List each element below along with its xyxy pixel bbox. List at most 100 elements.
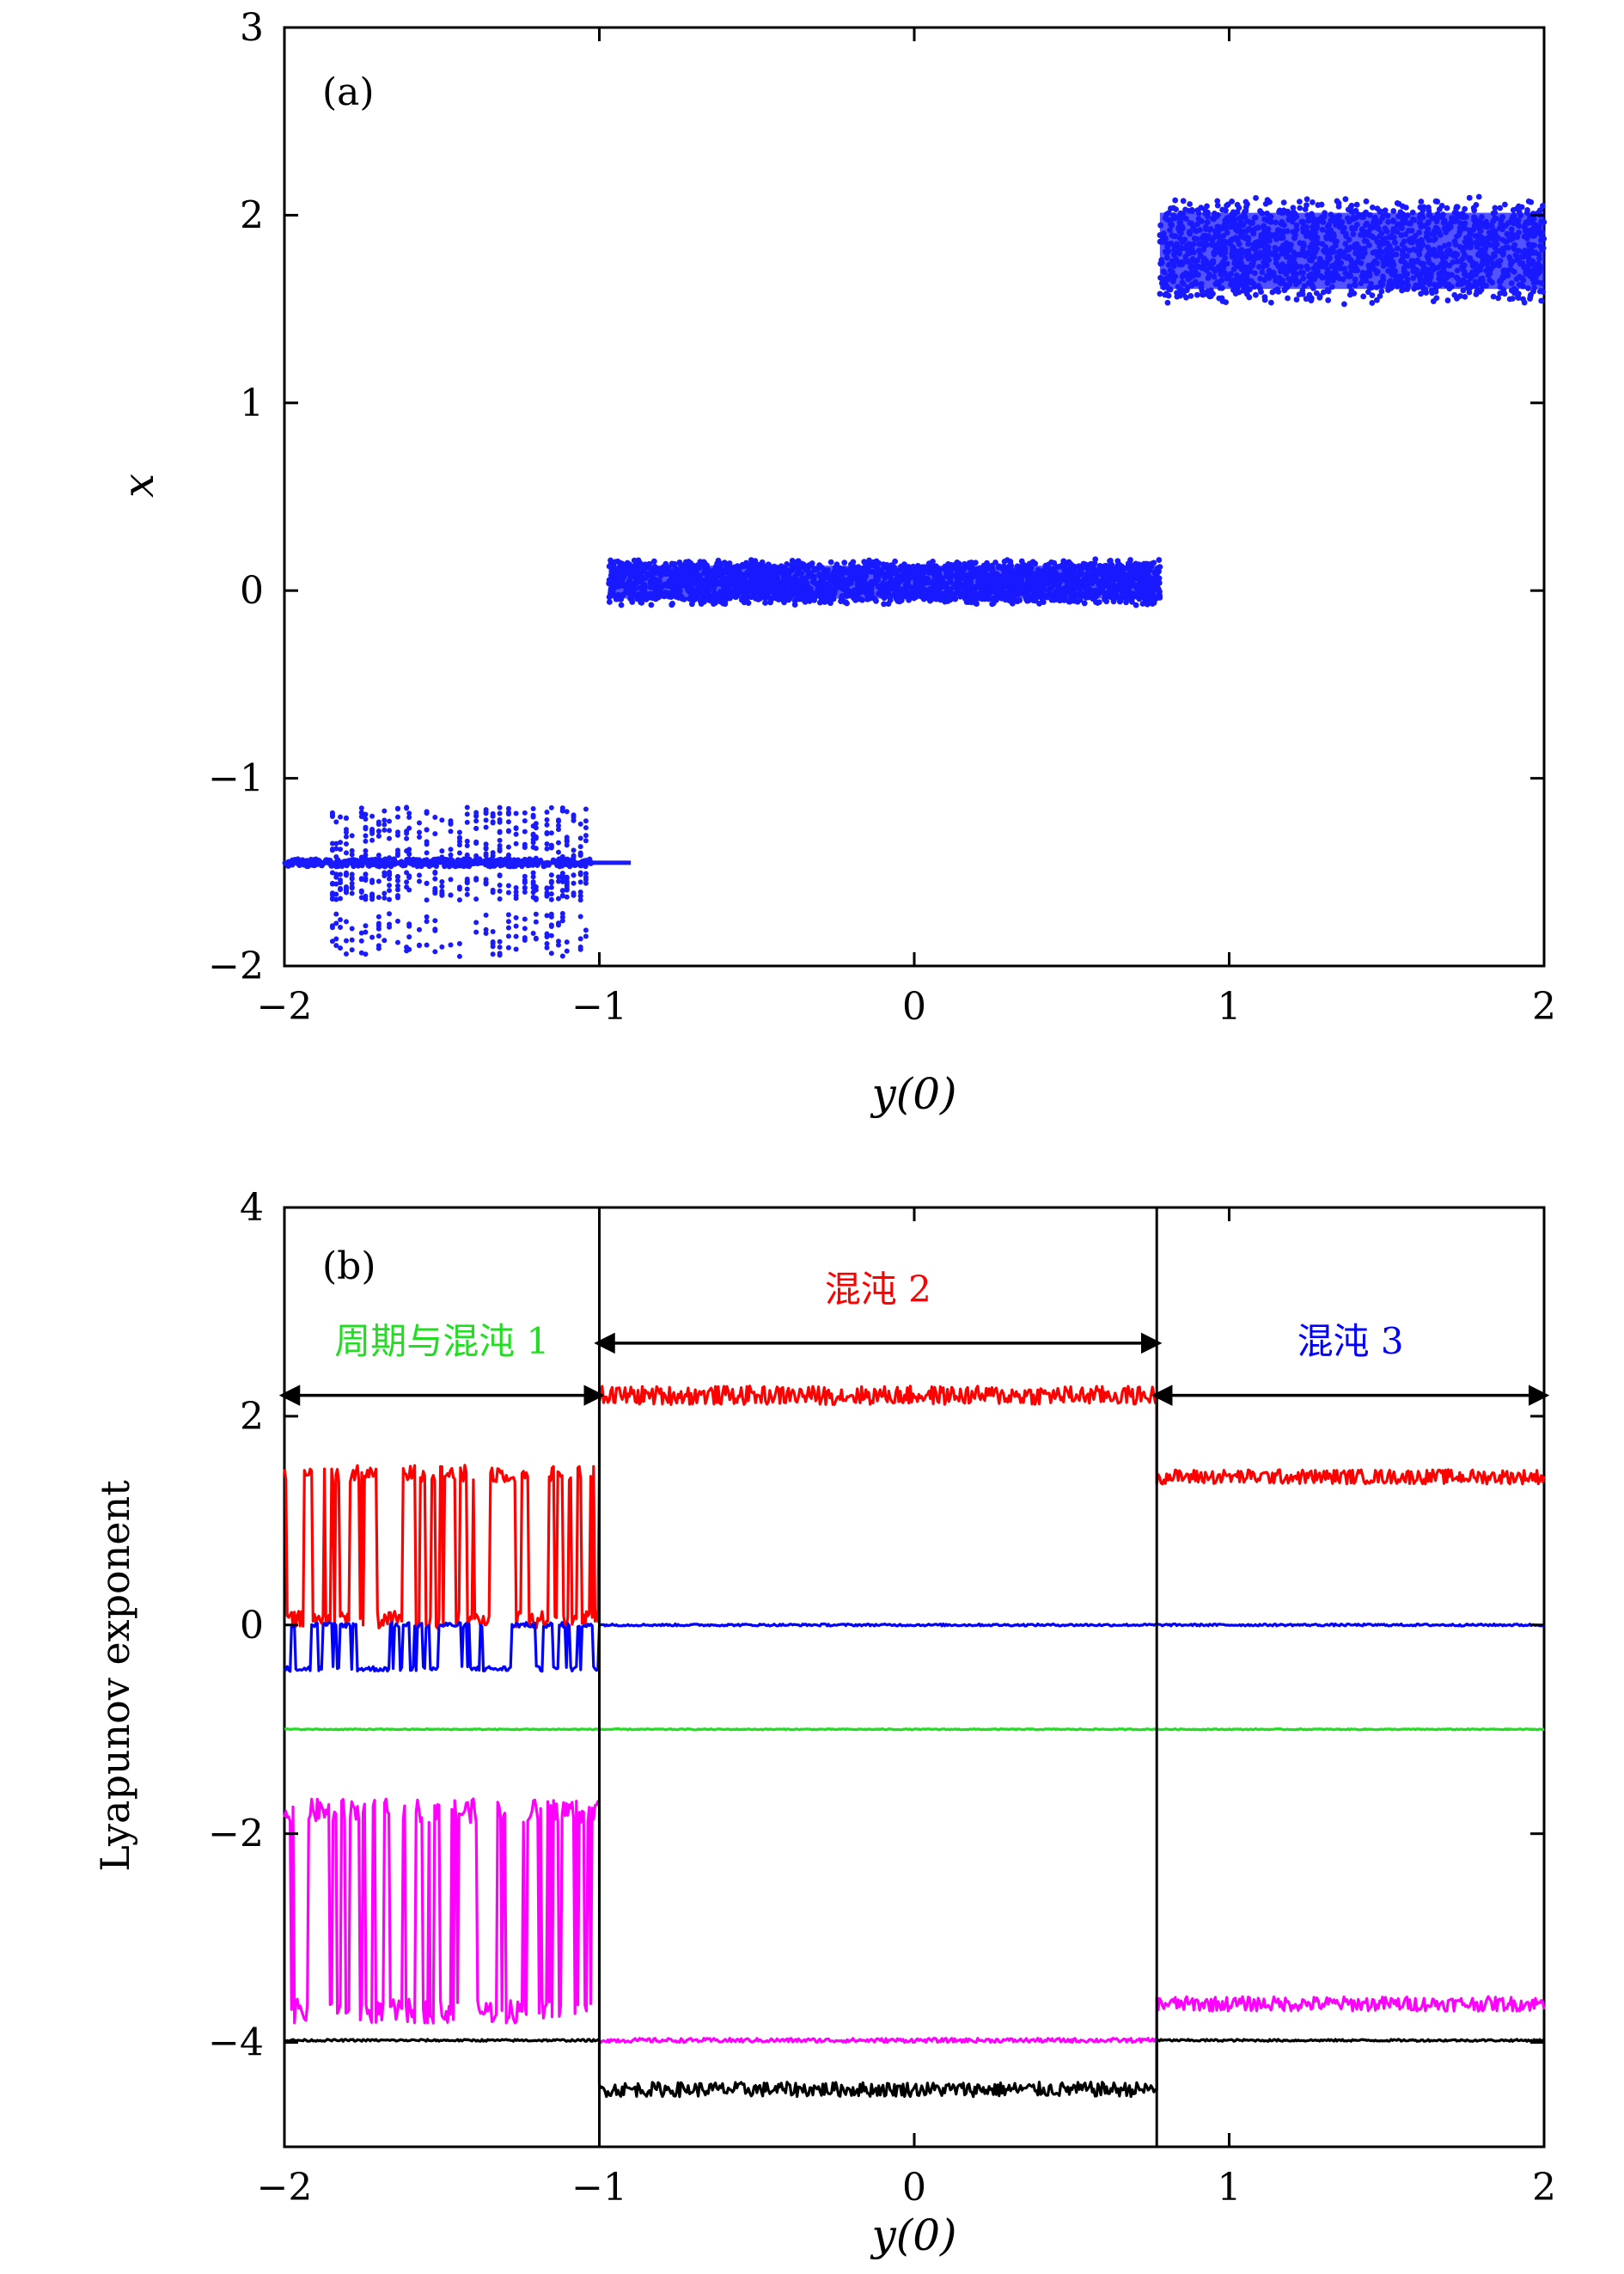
- data-point: [1051, 559, 1058, 566]
- data-point: [497, 847, 503, 853]
- data-point: [650, 558, 657, 565]
- data-point: [394, 883, 400, 889]
- data-point: [333, 911, 339, 917]
- data-point: [571, 847, 577, 853]
- data-point: [439, 859, 445, 865]
- data-point: [548, 872, 554, 878]
- data-point: [369, 837, 375, 843]
- data-point: [1429, 290, 1436, 296]
- data-point: [358, 930, 364, 936]
- data-point: [548, 804, 554, 810]
- data-point: [505, 883, 511, 889]
- data-point: [762, 600, 768, 606]
- data-point: [338, 925, 344, 931]
- data-point: [358, 876, 364, 882]
- data-point: [544, 816, 550, 822]
- data-point: [1377, 293, 1383, 299]
- data-point: [559, 914, 565, 920]
- data-point: [1285, 295, 1291, 302]
- data-point: [363, 824, 369, 830]
- data-point: [559, 910, 565, 916]
- data-point: [406, 934, 412, 940]
- data-point: [555, 859, 561, 865]
- data-point: [432, 927, 438, 933]
- data-point: [382, 827, 388, 833]
- data-point: [505, 933, 511, 939]
- data-point: [387, 855, 393, 861]
- data-point: [333, 936, 339, 942]
- data-point: [424, 857, 430, 863]
- data-point: [1432, 198, 1439, 205]
- data-point: [490, 951, 496, 957]
- data-point: [369, 892, 375, 898]
- data-point: [1495, 295, 1502, 302]
- data-point: [375, 943, 382, 949]
- data-point: [439, 883, 445, 889]
- data-point: [577, 944, 583, 951]
- data-point: [329, 923, 335, 929]
- data-point: [363, 923, 369, 929]
- data-point: [338, 847, 344, 853]
- data-point: [333, 819, 339, 825]
- data-point: [432, 890, 438, 896]
- data-point: [505, 944, 511, 951]
- data-point: [432, 871, 438, 877]
- data-point: [820, 597, 827, 603]
- data-point: [671, 560, 678, 567]
- data-point: [333, 896, 339, 902]
- data-point: [862, 559, 869, 566]
- data-point: [544, 944, 550, 951]
- data-point: [505, 925, 511, 931]
- data-point: [473, 920, 479, 926]
- data-point: [464, 880, 470, 886]
- data-point: [483, 880, 489, 886]
- data-point: [583, 818, 589, 824]
- data-point: [483, 846, 489, 852]
- data-point: [711, 601, 717, 607]
- data-point: [349, 847, 355, 853]
- data-point: [417, 872, 423, 878]
- data-point: [497, 944, 503, 951]
- data-point: [329, 847, 335, 853]
- data-point: [358, 814, 364, 820]
- data-point: [497, 896, 503, 902]
- data-point: [522, 873, 528, 879]
- data-point: [473, 896, 479, 902]
- data-point: [1194, 291, 1200, 298]
- data-point: [791, 602, 798, 608]
- data-point: [962, 560, 968, 567]
- data-point: [555, 818, 561, 824]
- data-point: [333, 871, 339, 877]
- data-point: [497, 873, 503, 879]
- data-point: [1143, 560, 1150, 567]
- data-point: [827, 600, 833, 607]
- data-point: [571, 817, 577, 823]
- data-point: [555, 920, 561, 926]
- data-point: [464, 842, 470, 848]
- data-point: [338, 896, 344, 902]
- data-point: [876, 560, 882, 566]
- data-point: [522, 879, 528, 885]
- data-point: [1172, 197, 1179, 204]
- data-point: [473, 810, 479, 816]
- data-point: [885, 601, 892, 607]
- data-point: [432, 918, 438, 924]
- data-point: [351, 863, 357, 870]
- data-point: [559, 953, 565, 959]
- data-point: [358, 888, 364, 894]
- data-point: [417, 829, 423, 835]
- data-point: [559, 872, 565, 878]
- data-point: [483, 810, 489, 816]
- data-point: [631, 557, 638, 564]
- data-point: [530, 874, 536, 880]
- data-point: [363, 951, 369, 957]
- data-point: [358, 810, 364, 816]
- data-point: [577, 821, 583, 827]
- data-point: [329, 938, 335, 944]
- data-point: [483, 824, 489, 830]
- data-point: [424, 850, 430, 856]
- data-point: [369, 830, 375, 836]
- data-point: [1026, 560, 1033, 567]
- data-point: [456, 897, 462, 903]
- data-point: [1497, 205, 1504, 211]
